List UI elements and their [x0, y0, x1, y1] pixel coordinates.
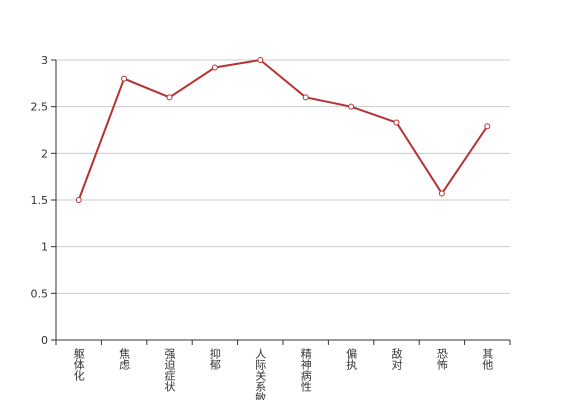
x-tick-label: 躯体化: [72, 348, 85, 382]
x-tick-label: 恐怖: [435, 348, 448, 370]
y-tick-label: 3: [41, 54, 48, 67]
x-tick-label: 人际关系敏感: [254, 348, 267, 400]
x-tick-label: 焦虑: [118, 348, 131, 370]
marker: [302, 94, 309, 101]
x-tick-label: 精神病性: [299, 348, 312, 393]
x-tick-label: 其他: [481, 348, 494, 370]
marker: [211, 64, 218, 71]
marker: [348, 103, 355, 110]
y-tick-label: 2.5: [31, 101, 49, 114]
y-tick-label: 1.5: [31, 194, 49, 207]
y-tick-label: 0: [41, 334, 48, 347]
marker: [121, 75, 128, 82]
x-tick-label: 强迫症状: [163, 348, 176, 392]
y-tick-label: 0.5: [31, 287, 49, 300]
x-tick-label: 抑郁: [208, 347, 221, 370]
x-tick-label: 敌对: [390, 347, 403, 370]
y-tick-label: 1: [41, 241, 48, 254]
y-tick-label: 2: [41, 147, 48, 160]
marker: [393, 119, 400, 126]
marker: [484, 123, 491, 130]
marker: [166, 94, 173, 101]
marker: [257, 57, 264, 63]
marker: [438, 190, 445, 197]
marker: [75, 197, 82, 203]
x-tick-label: 偏执: [345, 347, 358, 371]
line: [77, 58, 489, 201]
